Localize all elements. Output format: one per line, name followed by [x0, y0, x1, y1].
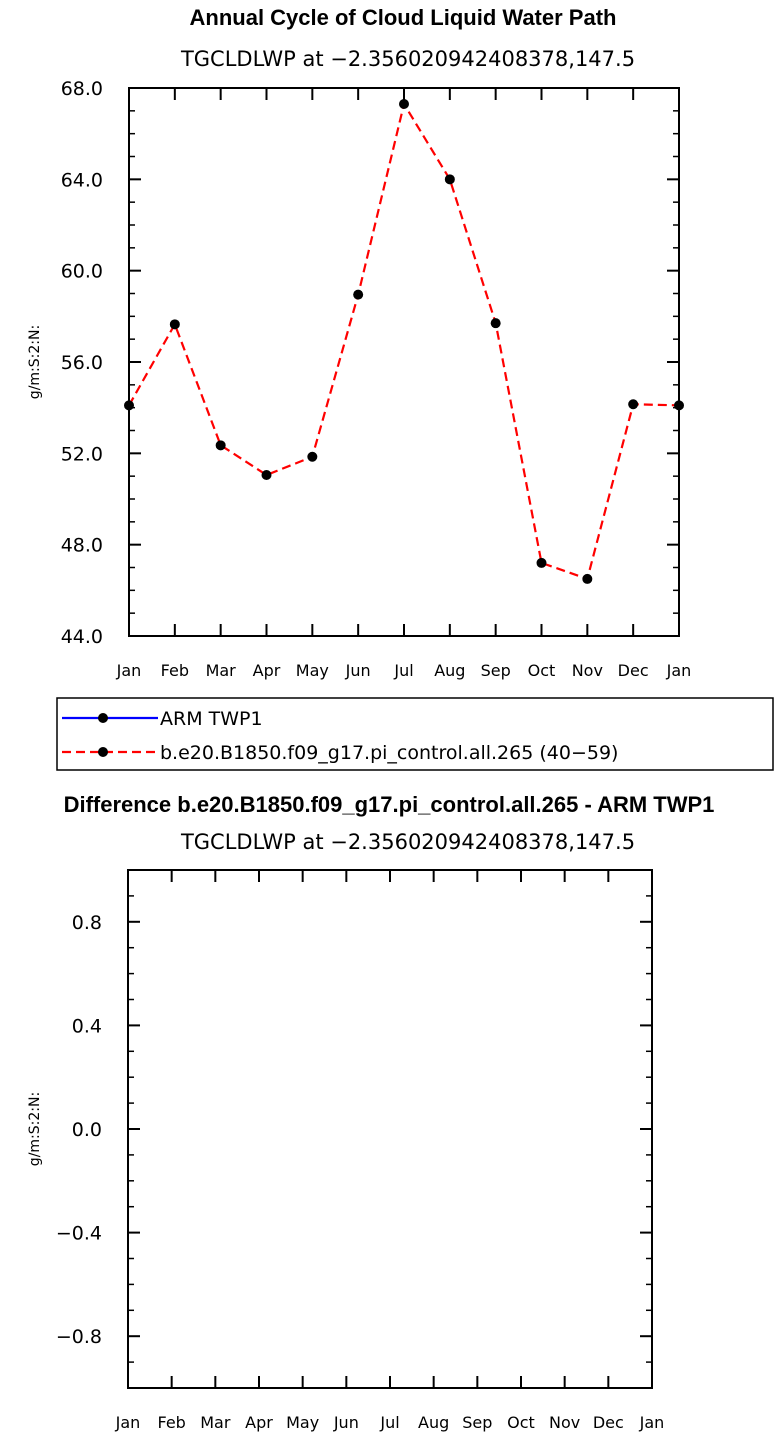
data-point — [582, 573, 593, 584]
annual-cycle-chart: Annual Cycle of Cloud Liquid Water Path … — [27, 5, 691, 680]
ytick-label: 0.4 — [72, 1015, 102, 1037]
data-point — [628, 399, 639, 410]
chart1-xtick-labels: Jan Feb Mar Apr May Jun Jul Aug Sep Oct Nov Dec Jan — [116, 661, 692, 680]
legend: ARM TWP1 b.e20.B1850.f09_g17.pi_control.… — [56, 697, 774, 771]
ytick-label: 64.0 — [61, 169, 103, 191]
xtick-label: Aug — [418, 1413, 449, 1432]
xtick-label: Oct — [507, 1413, 535, 1432]
xtick-label: Mar — [206, 661, 237, 680]
difference-chart: Difference b.e20.B1850.f09_g17.pi_contro… — [27, 792, 714, 1432]
chart2-title: Difference b.e20.B1850.f09_g17.pi_contro… — [64, 792, 715, 817]
data-point — [536, 557, 547, 568]
legend-marker-model — [98, 747, 108, 757]
data-point — [444, 174, 455, 185]
xtick-label: May — [286, 1413, 319, 1432]
chart1-ticks — [128, 87, 680, 637]
legend-label-obs: ARM TWP1 — [160, 708, 263, 730]
data-point — [261, 470, 272, 481]
ytick-label: 44.0 — [61, 626, 103, 648]
xtick-label: Feb — [161, 661, 189, 680]
xtick-label: Jan — [639, 1413, 665, 1432]
xtick-label: Jun — [333, 1413, 359, 1432]
xtick-label: Feb — [158, 1413, 186, 1432]
ytick-label: 48.0 — [61, 535, 103, 557]
ytick-label: 0.0 — [72, 1119, 102, 1141]
xtick-label: Nov — [549, 1413, 580, 1432]
chart2-subtitle: TGCLDLWP at −2.356020942408378,147.5 — [180, 830, 635, 854]
chart2-ylabel: g/m:S:2:N: — [27, 1092, 43, 1166]
data-point — [399, 98, 409, 109]
series-line-model — [128, 101, 680, 581]
chart1-subtitle: TGCLDLWP at −2.356020942408378,147.5 — [180, 47, 635, 71]
chart1-ytick-labels: 68.0 64.0 60.0 56.0 52.0 48.0 44.0 — [61, 78, 103, 648]
xtick-label: Apr — [245, 1413, 273, 1432]
xtick-label: Jul — [393, 661, 413, 680]
data-point — [490, 318, 501, 329]
xtick-label: Sep — [462, 1413, 492, 1432]
series-points-model — [124, 98, 684, 584]
ytick-label: −0.8 — [56, 1326, 102, 1348]
xtick-label: Nov — [572, 661, 603, 680]
chart2-ytick-labels: 0.8 0.4 0.0 −0.4 −0.8 — [56, 912, 102, 1348]
ytick-label: 56.0 — [61, 352, 103, 374]
data-point — [307, 451, 318, 462]
legend-marker-obs — [98, 713, 108, 723]
xtick-label: Jul — [379, 1413, 399, 1432]
data-point — [169, 319, 180, 330]
xtick-label: Dec — [593, 1413, 624, 1432]
xtick-label: Jan — [666, 661, 692, 680]
xtick-label: Jan — [115, 1413, 141, 1432]
chart2-ticks — [127, 869, 653, 1389]
ytick-label: 0.8 — [72, 912, 102, 934]
ytick-label: 60.0 — [61, 261, 103, 283]
xtick-label: Jun — [345, 661, 371, 680]
legend-box — [56, 697, 774, 771]
xtick-label: Dec — [618, 661, 649, 680]
data-point — [353, 289, 364, 300]
chart1-ylabel: g/m:S:2:N: — [27, 325, 43, 399]
xtick-label: Sep — [481, 661, 511, 680]
ytick-label: 68.0 — [61, 78, 103, 100]
xtick-label: Oct — [528, 661, 556, 680]
chart1-plot-frame — [128, 87, 680, 637]
data-point — [215, 440, 226, 451]
ytick-label: −0.4 — [56, 1223, 102, 1245]
xtick-label: May — [296, 661, 329, 680]
ytick-label: 52.0 — [61, 443, 103, 465]
xtick-label: Mar — [200, 1413, 231, 1432]
legend-label-model: b.e20.B1850.f09_g17.pi_control.all.265 (… — [160, 742, 618, 764]
chart2-xtick-labels: Jan Feb Mar Apr May Jun Jul Aug Sep Oct Nov Dec Jan — [115, 1413, 665, 1432]
xtick-label: Jan — [116, 661, 142, 680]
chart1-title: Annual Cycle of Cloud Liquid Water Path — [190, 5, 617, 30]
xtick-label: Apr — [253, 661, 281, 680]
xtick-label: Aug — [434, 661, 465, 680]
chart2-plot-frame — [127, 869, 653, 1389]
